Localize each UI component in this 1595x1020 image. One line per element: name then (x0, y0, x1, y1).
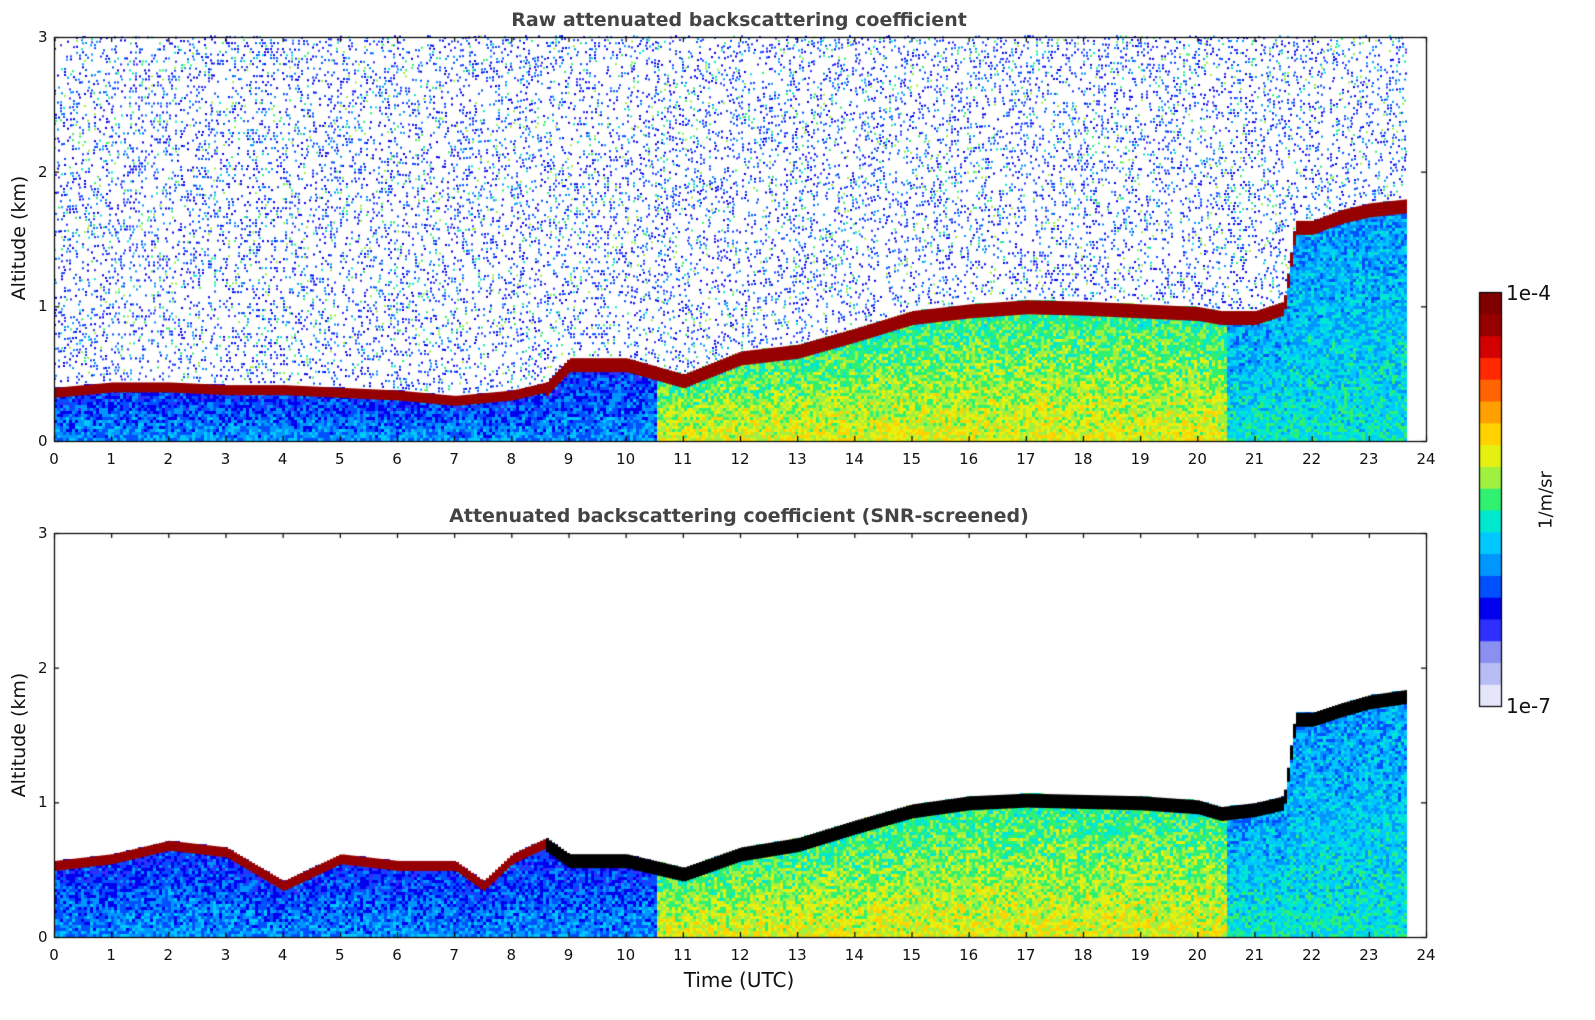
x-tick-label: 22 (1302, 450, 1322, 468)
x-tick-label: 0 (49, 450, 59, 468)
x-tick-label: 2 (163, 450, 174, 468)
x-tick-label: 6 (392, 450, 402, 468)
x-tick-label: 8 (506, 946, 517, 964)
x-tick-label: 6 (392, 946, 402, 964)
x-tick-label: 12 (730, 450, 750, 468)
x-tick-label: 7 (449, 450, 459, 468)
x-tick-label: 14 (844, 450, 864, 468)
x-tick-label: 12 (730, 946, 750, 964)
x-tick-label: 14 (844, 946, 864, 964)
y-tick-label: 0 (38, 432, 48, 450)
bottom-panel-title: Attenuated backscattering coefficient (S… (449, 505, 1029, 527)
x-tick-label: 13 (787, 946, 807, 964)
x-tick-label: 17 (1016, 946, 1036, 964)
x-tick-label: 16 (959, 450, 979, 468)
x-tick-label: 19 (1130, 946, 1150, 964)
y-tick-label: 3 (38, 28, 48, 46)
x-tick-label: 1 (106, 450, 116, 468)
x-tick-label: 21 (1244, 946, 1265, 964)
y-tick-label: 2 (38, 162, 48, 181)
x-tick-label: 13 (787, 450, 807, 468)
x-tick-label: 1 (106, 946, 116, 964)
x-tick-label: 20 (1187, 450, 1207, 468)
x-tick-label: 2 (163, 946, 174, 964)
x-tick-label: 4 (277, 946, 288, 964)
x-tick-label: 5 (335, 946, 345, 964)
x-tick-label: 10 (616, 946, 636, 964)
x-tick-label: 5 (335, 450, 345, 468)
bottom-y-axis-label: Altitude (km) (8, 672, 30, 798)
x-tick-label: 22 (1302, 946, 1322, 964)
y-tick-label: 1 (38, 793, 48, 812)
x-tick-label: 21 (1244, 450, 1265, 468)
x-tick-label: 19 (1130, 450, 1150, 468)
x-tick-label: 0 (49, 946, 59, 964)
x-tick-label: 11 (673, 450, 693, 468)
x-tick-label: 3 (220, 450, 231, 468)
x-tick-label: 10 (616, 450, 636, 468)
x-tick-label: 15 (901, 946, 922, 964)
x-axis-label: Time (UTC) (683, 968, 795, 992)
x-tick-label: 15 (901, 450, 922, 468)
x-tick-label: 23 (1359, 450, 1379, 468)
y-tick-label: 2 (38, 658, 48, 677)
x-tick-label: 8 (506, 450, 517, 468)
x-tick-label: 18 (1073, 946, 1093, 964)
y-tick-label: 3 (38, 524, 48, 542)
x-tick-label: 20 (1187, 946, 1207, 964)
y-tick-label: 0 (38, 928, 48, 946)
x-tick-label: 24 (1416, 946, 1436, 964)
x-tick-label: 7 (449, 946, 459, 964)
x-tick-label: 9 (563, 450, 574, 468)
x-tick-label: 9 (563, 946, 574, 964)
colorbar-max-label: 1e-4 (1506, 281, 1551, 305)
colorbar-min-label: 1e-7 (1506, 694, 1551, 718)
x-tick-label: 3 (220, 946, 231, 964)
colorbar-unit-label: 1/m/sr (1535, 471, 1557, 529)
x-tick-label: 24 (1416, 450, 1436, 468)
y-tick-label: 1 (38, 297, 48, 316)
x-tick-label: 4 (277, 450, 288, 468)
x-tick-label: 11 (673, 946, 693, 964)
x-tick-label: 16 (959, 946, 979, 964)
x-tick-label: 23 (1359, 946, 1379, 964)
top-y-axis-label: Altitude (km) (8, 175, 30, 301)
x-tick-label: 18 (1073, 450, 1093, 468)
x-tick-label: 17 (1016, 450, 1036, 468)
top-panel-title: Raw attenuated backscattering coefficien… (511, 9, 967, 31)
